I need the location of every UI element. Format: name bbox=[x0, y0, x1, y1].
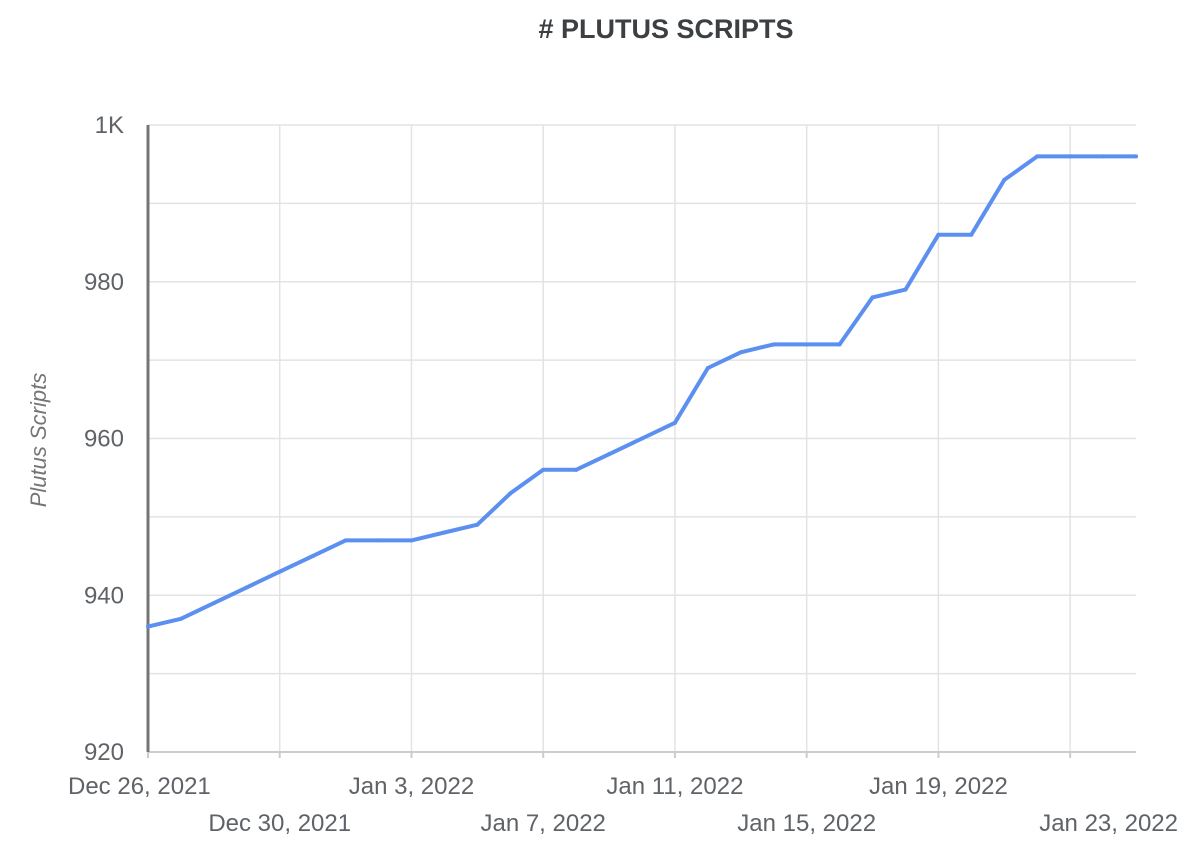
data-point bbox=[277, 569, 282, 574]
data-point bbox=[1002, 177, 1007, 182]
data-point bbox=[705, 365, 710, 370]
data-point bbox=[640, 436, 644, 441]
y-tick-label: 920 bbox=[84, 739, 124, 766]
data-point bbox=[310, 554, 315, 559]
data-point bbox=[1068, 154, 1073, 159]
data-point bbox=[870, 295, 875, 300]
x-tick-label: Dec 30, 2021 bbox=[208, 810, 351, 837]
data-point bbox=[672, 420, 677, 425]
data-point bbox=[376, 538, 381, 543]
x-tick-label: Jan 15, 2022 bbox=[737, 810, 876, 837]
data-point bbox=[541, 467, 546, 472]
data-point bbox=[738, 350, 743, 355]
data-point bbox=[1035, 154, 1040, 159]
data-point bbox=[442, 530, 447, 535]
series-line bbox=[146, 154, 1138, 629]
x-tick-label: Jan 23, 2022 bbox=[1039, 810, 1178, 837]
y-axis-ticks: 920 940 960 980 1K bbox=[84, 112, 124, 766]
data-point bbox=[1101, 154, 1106, 159]
y-tick-label: 980 bbox=[84, 269, 124, 296]
y-tick-label: 1K bbox=[95, 112, 124, 139]
data-point bbox=[574, 467, 579, 472]
data-point bbox=[936, 232, 941, 237]
data-point bbox=[771, 342, 776, 347]
data-point bbox=[244, 585, 249, 590]
data-point bbox=[343, 538, 348, 543]
data-point bbox=[837, 342, 842, 347]
x-tick-label: Jan 19, 2022 bbox=[869, 773, 1008, 800]
y-tick-label: 960 bbox=[84, 426, 124, 453]
x-tick-label: Jan 3, 2022 bbox=[349, 773, 474, 800]
chart-title: # PLUTUS SCRIPTS bbox=[538, 14, 794, 44]
y-tick-label: 940 bbox=[84, 582, 124, 609]
data-point bbox=[969, 232, 974, 237]
data-point bbox=[903, 287, 908, 292]
data-point bbox=[475, 522, 480, 527]
x-tick-label: Dec 26, 2021 bbox=[68, 773, 211, 800]
x-tick-label: Jan 7, 2022 bbox=[480, 810, 605, 837]
x-tick-label: Jan 11, 2022 bbox=[606, 773, 743, 800]
data-point bbox=[508, 491, 513, 496]
data-point bbox=[1134, 154, 1138, 159]
data-point bbox=[178, 616, 183, 621]
data-point bbox=[211, 601, 216, 606]
data-point bbox=[146, 624, 150, 629]
series-layer bbox=[146, 154, 1138, 629]
data-point bbox=[409, 538, 414, 543]
data-point bbox=[607, 452, 612, 457]
y-axis-title: Plutus Scripts bbox=[26, 373, 51, 508]
data-point bbox=[804, 342, 809, 347]
